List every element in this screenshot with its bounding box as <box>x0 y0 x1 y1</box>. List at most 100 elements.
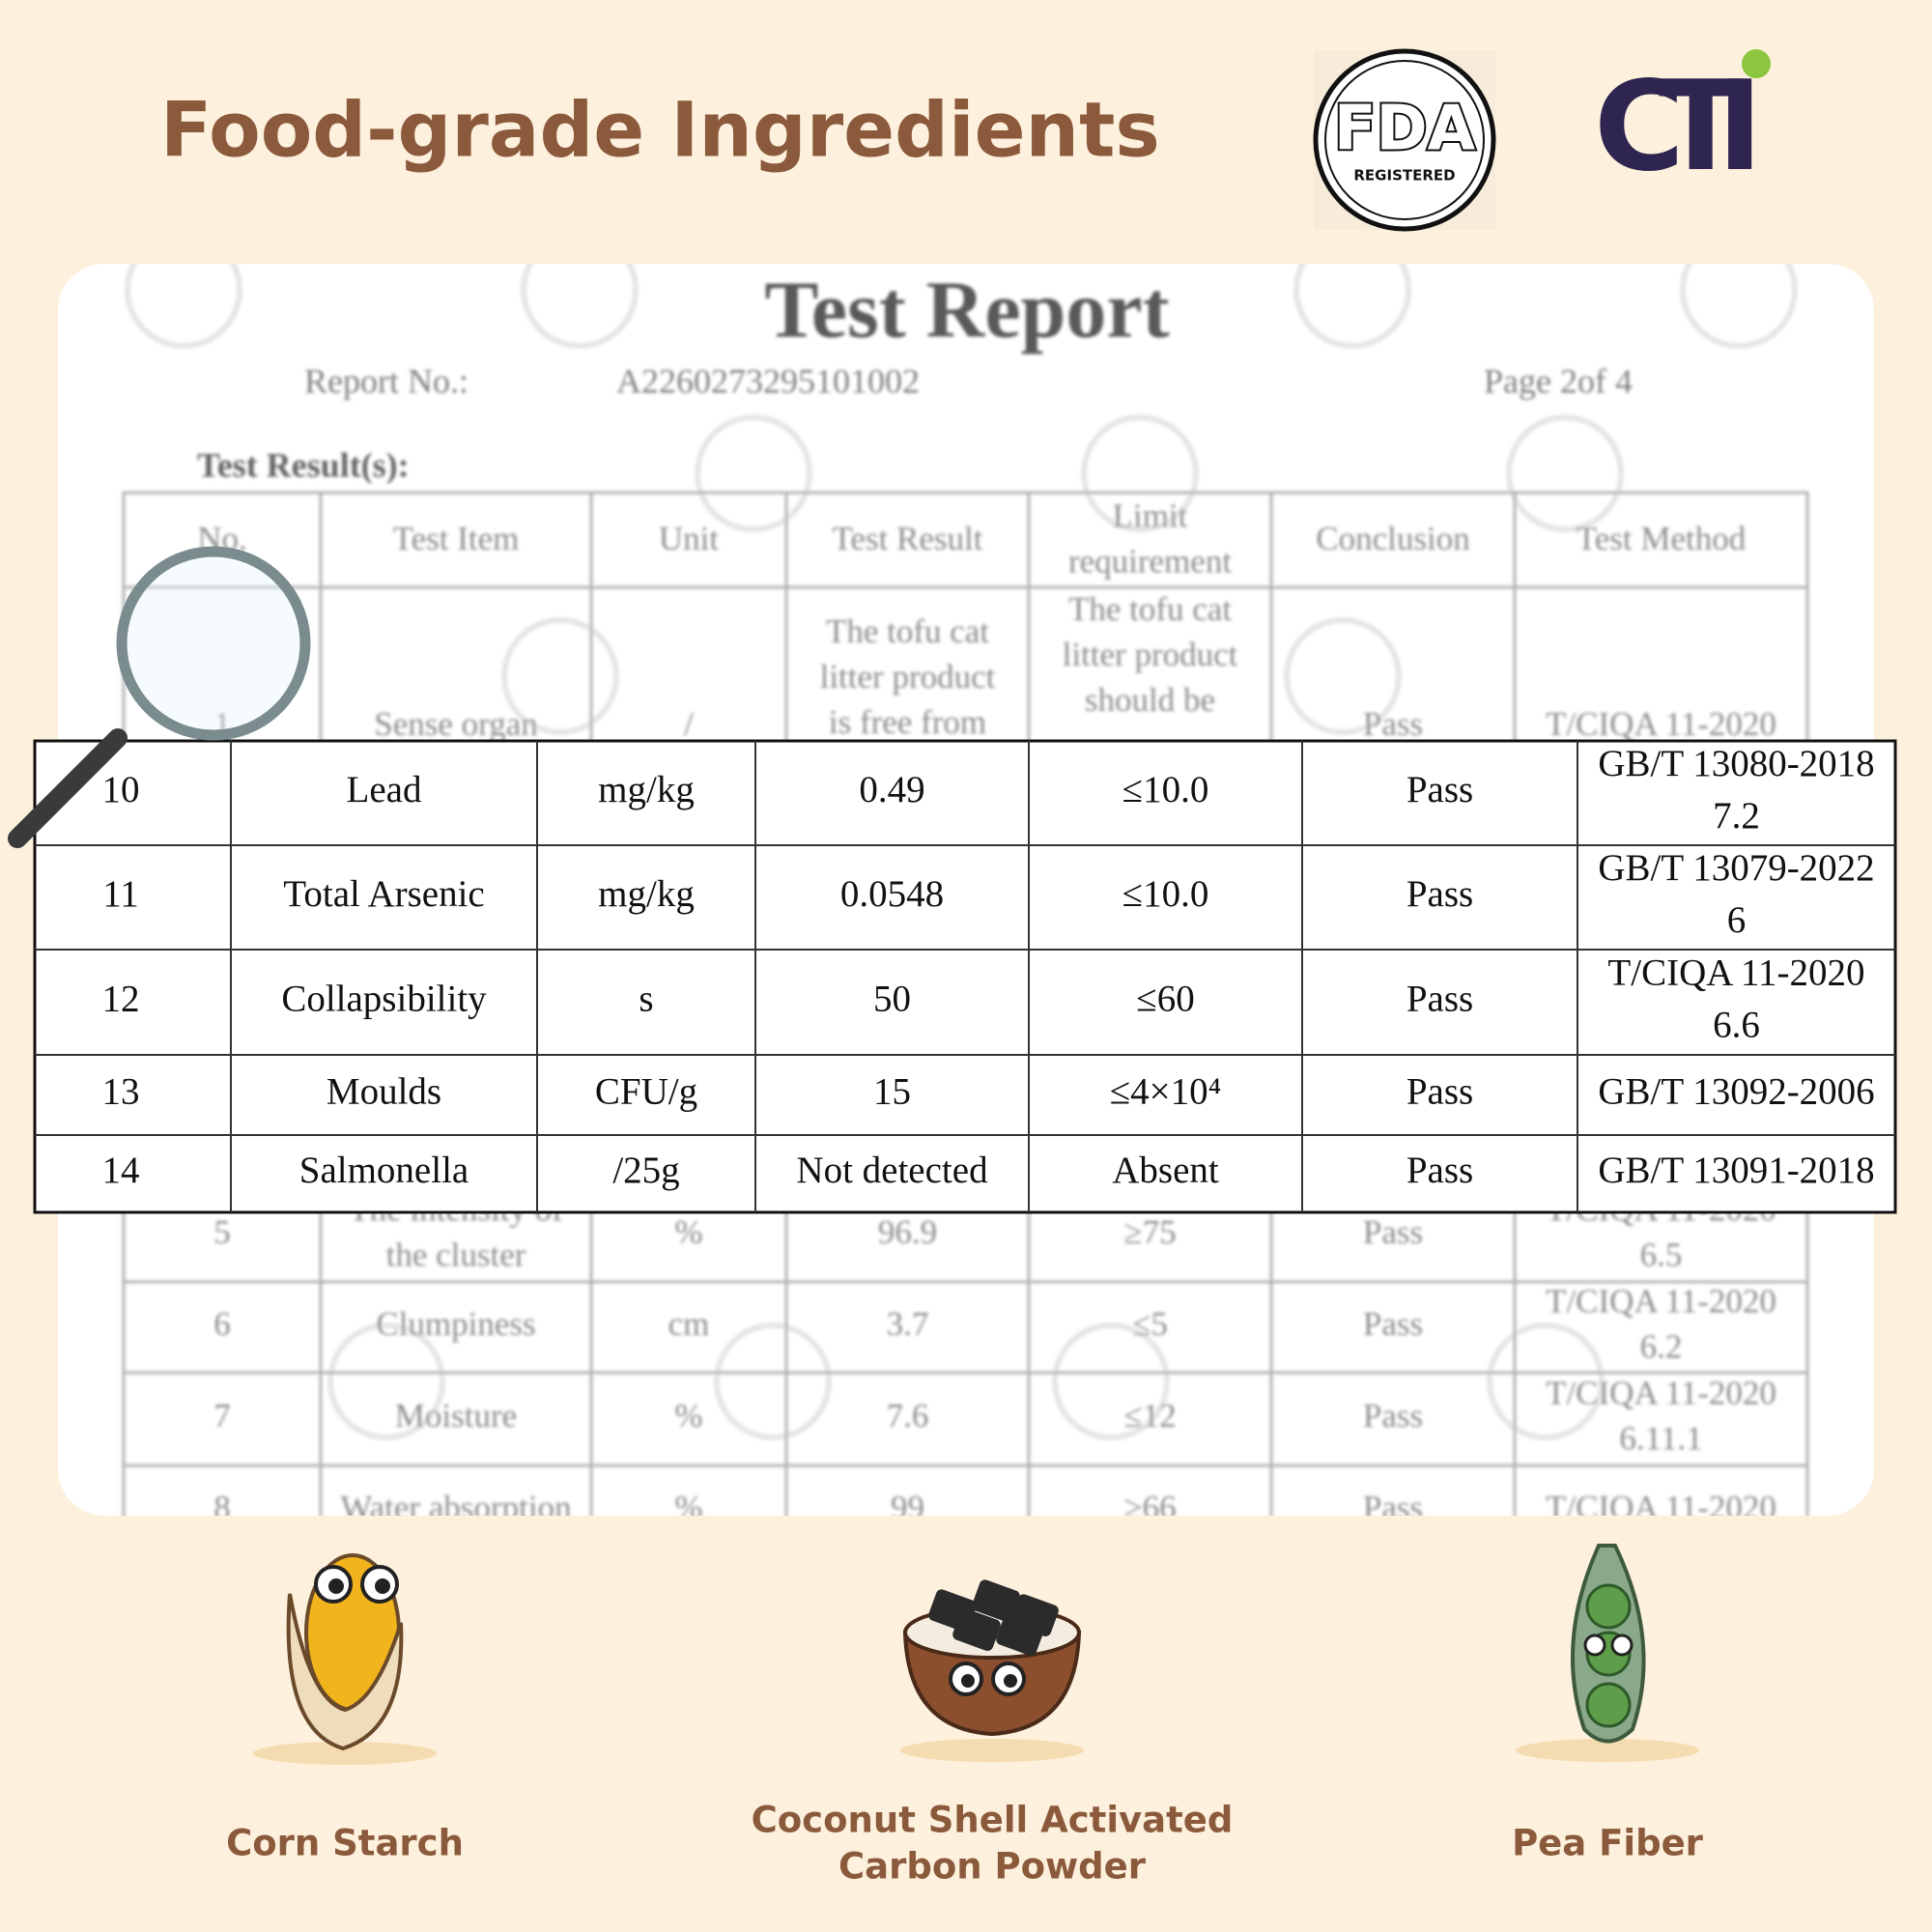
table-cell: Moulds <box>327 1070 441 1112</box>
watermark <box>695 414 812 532</box>
table-cell: GB/T 13080-2018 <box>1598 743 1874 784</box>
table-cell: Pass <box>1363 705 1423 743</box>
watermark <box>125 264 242 349</box>
table-cell: requirement <box>1068 543 1232 581</box>
badge-ring <box>1313 48 1496 232</box>
table-cell: ≥75 <box>1123 1213 1176 1251</box>
watermark <box>1081 414 1199 532</box>
ingredient-label: Coconut Shell Activated <box>752 1800 1234 1841</box>
ingredient: Pea Fiber <box>1512 1544 1704 1864</box>
table-cell: 0.0548 <box>840 873 944 915</box>
watermark <box>521 264 639 349</box>
table-cell: T/CIQA 11-2020 <box>1607 952 1864 993</box>
table-cell: Moisture <box>395 1397 517 1435</box>
table-cell: 10 <box>102 769 140 810</box>
watermark <box>1052 1322 1170 1440</box>
table-cell: Salmonella <box>299 1150 469 1191</box>
table-cell: Limit <box>1113 497 1188 535</box>
table-cell: Test Method <box>1577 520 1747 557</box>
table-cell: The tofu cat <box>826 612 989 650</box>
table-cell: 11 <box>102 873 139 915</box>
page-title: Food-grade Ingredients <box>160 87 1160 174</box>
table-cell: cm <box>668 1305 710 1343</box>
table-cell: Sense organ <box>374 705 537 743</box>
table-cell: /25g <box>612 1150 679 1191</box>
table-cell: Pass <box>1363 1305 1423 1343</box>
report-title: Test Report <box>764 265 1169 355</box>
watermark <box>501 617 619 735</box>
table-cell: 7.6 <box>887 1397 929 1435</box>
pea <box>1585 1682 1632 1728</box>
table-cell: Pass <box>1406 1150 1473 1191</box>
table-cell: should be <box>1085 681 1215 719</box>
table-cell: Water absorption <box>340 1489 571 1526</box>
table-cell: / <box>684 705 694 743</box>
table-cell: 8 <box>213 1489 231 1526</box>
table-cell: % <box>674 1213 702 1251</box>
table-cell: 13 <box>102 1070 140 1112</box>
table-cell: 99 <box>891 1489 924 1526</box>
pupil <box>961 1674 975 1688</box>
watermark <box>1293 264 1411 349</box>
table-cell: ≤60 <box>1136 978 1194 1019</box>
report-page: Page 2of 4 <box>1484 361 1633 400</box>
table-cell: 6.6 <box>1713 1004 1760 1045</box>
table-cell: ≤10.0 <box>1122 769 1209 810</box>
carbon-chunk <box>996 1613 1044 1656</box>
table-cell: Test Item <box>393 520 520 557</box>
table-cell: 12 <box>102 978 140 1019</box>
table-cell: Pass <box>1406 873 1473 915</box>
table-cell: mg/kg <box>598 769 695 810</box>
table-cell: 7 <box>213 1397 231 1435</box>
table-cell: Pass <box>1363 1397 1423 1435</box>
fda-badge: FDA REGISTERED <box>1313 48 1496 232</box>
table-cell: 6.11.1 <box>1619 1420 1702 1458</box>
table-cell: T/CIQA 11-2020 <box>1546 1375 1776 1412</box>
table-cell: Pass <box>1406 1070 1473 1112</box>
ingredient: Coconut Shell Activated Carbon Powder <box>752 1579 1234 1888</box>
table-cell: 6 <box>213 1305 231 1343</box>
table-cell: litter product <box>820 658 996 696</box>
corn-husk <box>286 1593 404 1751</box>
eye <box>1610 1634 1634 1657</box>
table-cell: ≥66 <box>1123 1489 1176 1526</box>
table-cell: the cluster <box>386 1236 526 1274</box>
fda-text: FDA <box>1334 94 1476 165</box>
carbon-chunk <box>972 1579 1020 1622</box>
badge-ring-inner <box>1324 60 1485 220</box>
table-cell: T/CIQA 11-2020 <box>1546 1283 1776 1321</box>
table-cell: GB/T 13092-2006 <box>1598 1070 1874 1112</box>
table-cell: Pass <box>1406 769 1473 810</box>
table-cell: 96.9 <box>878 1213 937 1251</box>
table-cell: The tofu cat <box>1068 590 1232 628</box>
table-cell: is free from <box>829 703 986 741</box>
table-cell: GB/T 13079-2022 <box>1598 847 1874 889</box>
pupil <box>1004 1674 1017 1688</box>
table-cell: GB/T 13091-2018 <box>1598 1150 1874 1191</box>
watermark <box>1284 617 1402 735</box>
table-cell: 14 <box>102 1150 140 1191</box>
ingredient-label: Corn Starch <box>226 1823 464 1864</box>
fda-sub: REGISTERED <box>1353 167 1455 185</box>
magnifier <box>8 546 311 848</box>
table-cell: 6 <box>1727 899 1747 941</box>
zoom-table: 10 Lead mg/kg 0.49 ≤10.0 Pass GB/T 13080-2018 7… <box>33 739 1897 1214</box>
watermark <box>1506 414 1624 532</box>
table-cell: 6.2 <box>1640 1328 1683 1366</box>
table-cell: Test Result <box>832 520 982 557</box>
table-cell: Collapsibility <box>281 978 487 1019</box>
table-cell: 0.49 <box>859 769 924 810</box>
table-cell: 3.7 <box>887 1305 929 1343</box>
table-cell: Conclusion <box>1316 520 1469 557</box>
watermark <box>1680 264 1798 349</box>
shadow <box>900 1739 1084 1762</box>
table-cell: Absent <box>1112 1150 1219 1191</box>
table-cell: % <box>674 1397 702 1435</box>
watermark <box>714 1322 832 1440</box>
table-cell: T/CIQA 11-2020 <box>1546 705 1776 743</box>
table-cell: 6.5 <box>1640 1236 1683 1274</box>
shadow <box>253 1742 437 1765</box>
table-cell: ≤10.0 <box>1122 873 1209 915</box>
table-cell: 50 <box>873 978 911 1019</box>
